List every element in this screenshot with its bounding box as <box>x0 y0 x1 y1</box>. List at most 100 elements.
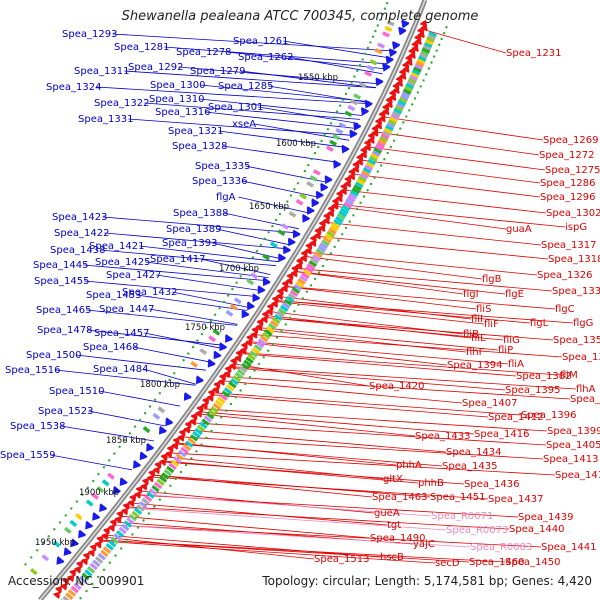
right-leader-line <box>200 408 548 432</box>
outer-track-dot <box>158 392 161 395</box>
right-gene-label: Spea_1412 <box>488 412 543 423</box>
right-gene-label: yajC <box>413 539 435 550</box>
right-gene-label: Spea_1490 <box>370 533 425 544</box>
reverse-cog-block <box>175 453 184 461</box>
reverse-gene-arrow <box>250 331 258 339</box>
reverse-gene-arrow <box>74 566 81 574</box>
outer-track-dot <box>196 339 199 342</box>
reverse-cog-block <box>236 368 246 376</box>
ruler-tick-label: 1650 kbp <box>249 202 289 212</box>
forward-cog-block <box>353 93 361 100</box>
inner-track-dot <box>445 26 448 29</box>
inner-track-dot <box>125 540 128 543</box>
outer-track-dot <box>344 92 348 96</box>
outer-track-dot <box>286 200 289 203</box>
reverse-cog-block <box>380 133 390 140</box>
outer-track-dot <box>293 188 296 191</box>
forward-gene-arrow <box>133 460 141 469</box>
outer-track-dot <box>251 256 255 259</box>
reverse-gene-arrow <box>183 426 191 434</box>
outer-track-dot <box>227 294 230 297</box>
left-gene-label: Spea_1523 <box>38 406 93 417</box>
right-gene-label: flhA <box>576 384 596 395</box>
reverse-cog-block <box>251 347 261 355</box>
reverse-cog-block <box>351 187 361 194</box>
reverse-gene-arrow <box>201 402 208 410</box>
reverse-gene-arrow <box>378 115 386 123</box>
inner-track-dot <box>442 31 446 35</box>
left-leader-line <box>139 245 279 263</box>
reverse-gene-arrow <box>389 93 397 101</box>
left-leader-line <box>96 86 369 104</box>
reverse-cog-block <box>149 488 158 496</box>
right-gene-label: Spea_1272 <box>539 150 594 161</box>
reverse-gene-arrow <box>271 300 278 308</box>
left-leader-line <box>222 145 338 163</box>
reverse-cog-block <box>398 96 408 104</box>
inner-track-dot <box>136 526 140 529</box>
right-gene-label: Spea_1460 <box>469 557 524 568</box>
inner-track-dot <box>239 389 242 392</box>
left-leader-line <box>156 274 261 291</box>
right-gene-label: guaA <box>506 224 532 235</box>
inner-track-dot <box>309 284 313 287</box>
left-gene-label: Spea_1261 <box>233 36 288 47</box>
inner-track-dot <box>411 103 414 106</box>
reverse-cog-block <box>291 286 301 294</box>
reverse-cog-block <box>241 362 250 370</box>
right-leader-line <box>263 317 554 341</box>
reverse-cog-block <box>338 210 347 218</box>
right-gene-label: fliM <box>560 370 578 381</box>
left-gene-label: Spea_1484 <box>93 364 148 375</box>
reverse-cog-block <box>400 94 409 101</box>
outer-track-dot <box>81 493 84 496</box>
left-gene-label: Spea_1328 <box>172 141 227 152</box>
inner-track-dot <box>402 121 405 124</box>
inner-track-dot <box>435 49 438 52</box>
reverse-cog-block <box>386 122 396 129</box>
reverse-cog-block <box>335 216 344 223</box>
inner-track-dot <box>422 79 425 82</box>
right-gene-label: Spea_1420 <box>369 381 424 392</box>
reverse-cog-block <box>379 136 388 143</box>
left-leader-line <box>212 242 281 260</box>
right-leader-line <box>167 452 556 476</box>
forward-cog-block <box>332 133 341 141</box>
outer-track-dot <box>347 87 351 90</box>
reverse-gene-arrow <box>165 450 172 458</box>
forward-gene-arrow <box>99 503 108 512</box>
right-gene-label: flhF <box>466 347 485 358</box>
reverse-cog-block <box>239 365 248 373</box>
inner-track-dot <box>329 252 333 255</box>
reverse-cog-block <box>139 501 148 509</box>
left-leader-line <box>133 346 212 363</box>
feature-tracks <box>24 2 448 600</box>
reverse-gene-arrow <box>266 308 273 316</box>
outer-track-dot <box>128 432 132 435</box>
outer-track-dot <box>36 549 39 552</box>
inner-track-dot <box>392 139 396 142</box>
forward-cog-block <box>382 31 390 38</box>
left-leader-line <box>136 294 248 311</box>
ruler-ticks: 1550 kbp 1600 kbp 1650 kbp 1700 kbp 1750 kbp… <box>35 73 338 548</box>
reverse-cog-block <box>253 344 263 352</box>
right-gene-label: Spea_1286 <box>540 178 595 189</box>
outer-track-dot <box>118 445 121 448</box>
forward-cog-block <box>91 492 99 500</box>
inner-track-dot <box>108 561 112 564</box>
inner-track-dot <box>348 220 351 223</box>
inner-track-dot <box>416 91 420 94</box>
inner-track-dot <box>179 470 183 474</box>
left-gene-label: Spea_1425 <box>95 257 150 268</box>
forward-gene-arrow <box>70 538 79 548</box>
reverse-cog-block <box>70 585 79 594</box>
outer-track-dot <box>86 486 90 489</box>
left-leader-line <box>200 84 370 102</box>
right-gene-label: Spea_1441 <box>541 542 596 553</box>
left-leader-line <box>205 111 356 129</box>
inner-track-dot <box>280 329 283 333</box>
forward-cog-block <box>64 526 72 534</box>
reverse-cog-block <box>340 207 349 215</box>
forward-cog-block <box>364 70 372 77</box>
